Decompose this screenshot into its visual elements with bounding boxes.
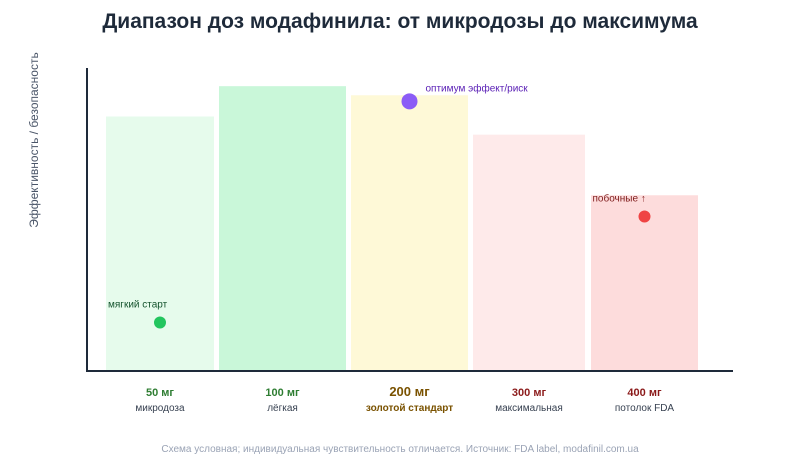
bar-1 [106,116,214,371]
tick-label-desc: потолок FDA [615,403,675,414]
bar-5 [591,195,698,371]
bar-2 [219,86,346,372]
bar-3 [351,95,468,372]
source-note: Схема условная; индивидуальная чувствите… [161,444,639,455]
tick-label-value: 400 мг [627,387,662,399]
point-label: побочные ↑ [593,192,646,204]
tick-label-desc: максимальная [495,403,563,414]
tick-label-desc: золотой стандарт [366,403,453,414]
point-marker [401,93,418,110]
point-marker [154,316,166,329]
tick-label-value: 100 мг [265,387,300,399]
chart-title: Диапазон доз модафинила: от микродозы до… [102,10,698,33]
point-label: мягкий старт [108,300,168,311]
tick-label-value: 200 мг [389,384,430,399]
bar-4 [473,134,585,371]
point-marker [638,210,651,223]
tick-label-desc: лёгкая [267,403,298,414]
tick-label-value: 300 мг [512,387,547,399]
tick-label-desc: микродоза [135,403,185,414]
tick-label-value: 50 мг [146,387,174,399]
point-label: оптимум эффект/риск [426,82,529,94]
